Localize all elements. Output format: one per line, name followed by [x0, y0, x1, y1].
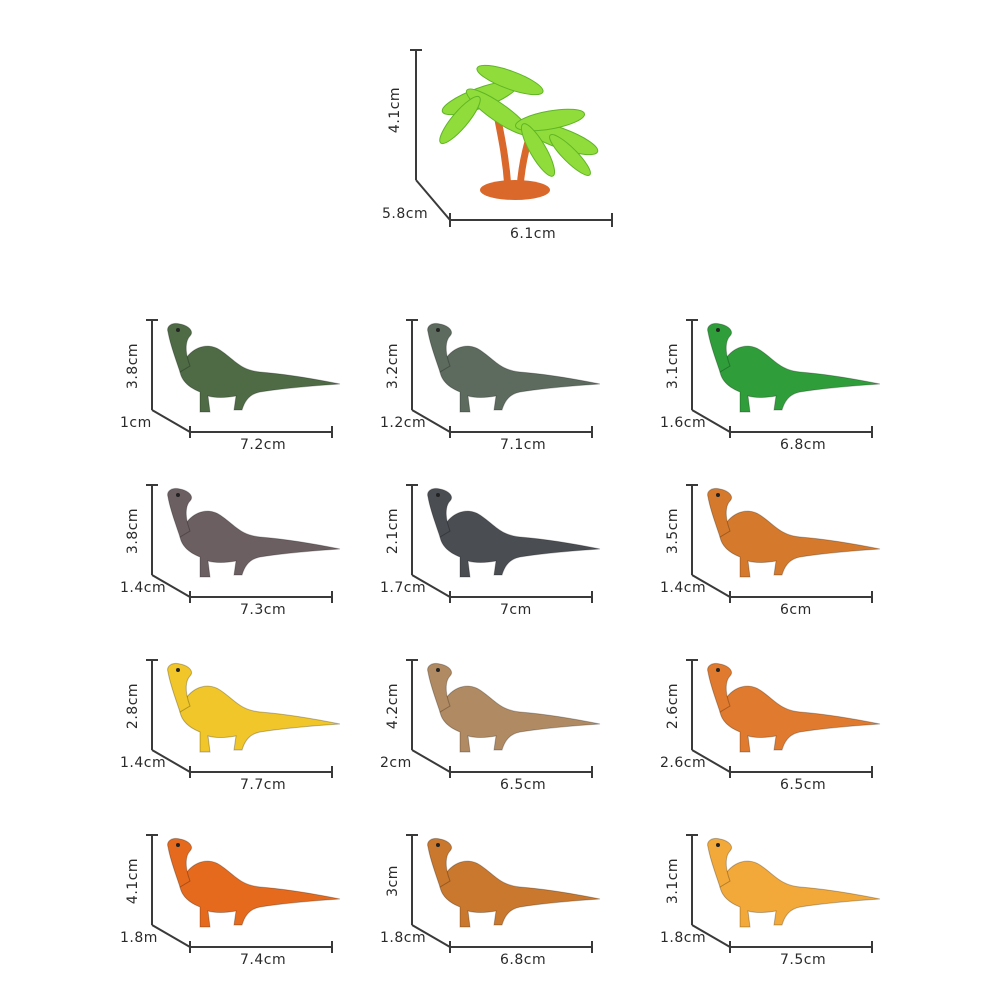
width-label: 6.8cm	[780, 437, 827, 453]
dinosaur-item: 3.1cm 1.8cm 7.5cm	[650, 815, 910, 985]
width-label: 6cm	[780, 602, 812, 618]
dinosaur-figure	[146, 659, 341, 778]
dinosaur-item: 3.1cm 1.6cm 6.8cm	[650, 300, 910, 470]
depth-label: 5.8cm	[382, 206, 429, 222]
depth-label: 1.4cm	[120, 755, 167, 771]
height-label: 3.8cm	[125, 342, 141, 390]
palm-tree-item: 4.1cm 5.8cm 6.1cm	[380, 40, 630, 250]
depth-label: 1.6cm	[660, 415, 707, 431]
width-label: 6.1cm	[510, 226, 557, 242]
dinosaur-item: 2.1cm 1.7cm 7cm	[370, 465, 630, 635]
height-label: 4.1cm	[387, 86, 403, 134]
width-label: 7.2cm	[240, 437, 287, 453]
width-label: 7.5cm	[780, 952, 827, 968]
dinosaur-figure	[406, 484, 601, 603]
height-label: 2.8cm	[125, 682, 141, 730]
dinosaur-item: 3cm 1.8cm 6.8cm	[370, 815, 630, 985]
depth-label: 1.8cm	[660, 930, 707, 946]
dinosaur-figure	[686, 659, 881, 778]
dinosaur-item: 4.1cm 1.8m 7.4cm	[110, 815, 370, 985]
dinosaur-figure	[686, 834, 881, 953]
width-label: 7.7cm	[240, 777, 287, 793]
height-label: 3.8cm	[125, 507, 141, 555]
height-label: 3.2cm	[385, 342, 401, 390]
dinosaur-item: 2.6cm 2.6cm 6.5cm	[650, 640, 910, 810]
depth-label: 2.6cm	[660, 755, 707, 771]
width-label: 7.4cm	[240, 952, 287, 968]
height-label: 4.2cm	[385, 682, 401, 730]
height-label: 3.5cm	[665, 507, 681, 555]
height-label: 3.1cm	[665, 342, 681, 390]
width-label: 6.5cm	[780, 777, 827, 793]
depth-label: 1.7cm	[380, 580, 427, 596]
dinosaur-item: 3.5cm 1.4cm 6cm	[650, 465, 910, 635]
depth-label: 1.8cm	[380, 930, 427, 946]
dinosaur-figure	[146, 319, 341, 438]
width-label: 7.3cm	[240, 602, 287, 618]
height-label: 3.1cm	[665, 857, 681, 905]
height-label: 2.6cm	[665, 682, 681, 730]
dinosaur-figure	[406, 659, 601, 778]
height-label: 3cm	[385, 865, 401, 897]
dinosaur-item: 3.8cm 1cm 7.2cm	[110, 300, 370, 470]
dinosaur-item: 3.8cm 1.4cm 7.3cm	[110, 465, 370, 635]
dinosaur-item: 2.8cm 1.4cm 7.7cm	[110, 640, 370, 810]
dinosaur-item: 3.2cm 1.2cm 7.1cm	[370, 300, 630, 470]
dinosaur-figure	[686, 484, 881, 603]
depth-label: 1cm	[120, 415, 152, 431]
depth-label: 1.4cm	[120, 580, 167, 596]
dinosaur-figure	[146, 484, 341, 603]
depth-label: 1.4cm	[660, 580, 707, 596]
height-label: 2.1cm	[385, 507, 401, 555]
width-label: 7.1cm	[500, 437, 547, 453]
depth-label: 1.2cm	[380, 415, 427, 431]
dinosaur-figure	[406, 834, 601, 953]
depth-label: 1.8m	[120, 930, 158, 946]
dinosaur-item: 4.2cm 2cm 6.5cm	[370, 640, 630, 810]
depth-label: 2cm	[380, 755, 412, 771]
palm-tree-illustration	[410, 49, 613, 227]
width-label: 7cm	[500, 602, 532, 618]
width-label: 6.8cm	[500, 952, 547, 968]
width-label: 6.5cm	[500, 777, 547, 793]
height-label: 4.1cm	[125, 857, 141, 905]
dinosaur-figure	[146, 834, 341, 953]
dinosaur-figure	[686, 319, 881, 438]
dinosaur-figure	[406, 319, 601, 438]
